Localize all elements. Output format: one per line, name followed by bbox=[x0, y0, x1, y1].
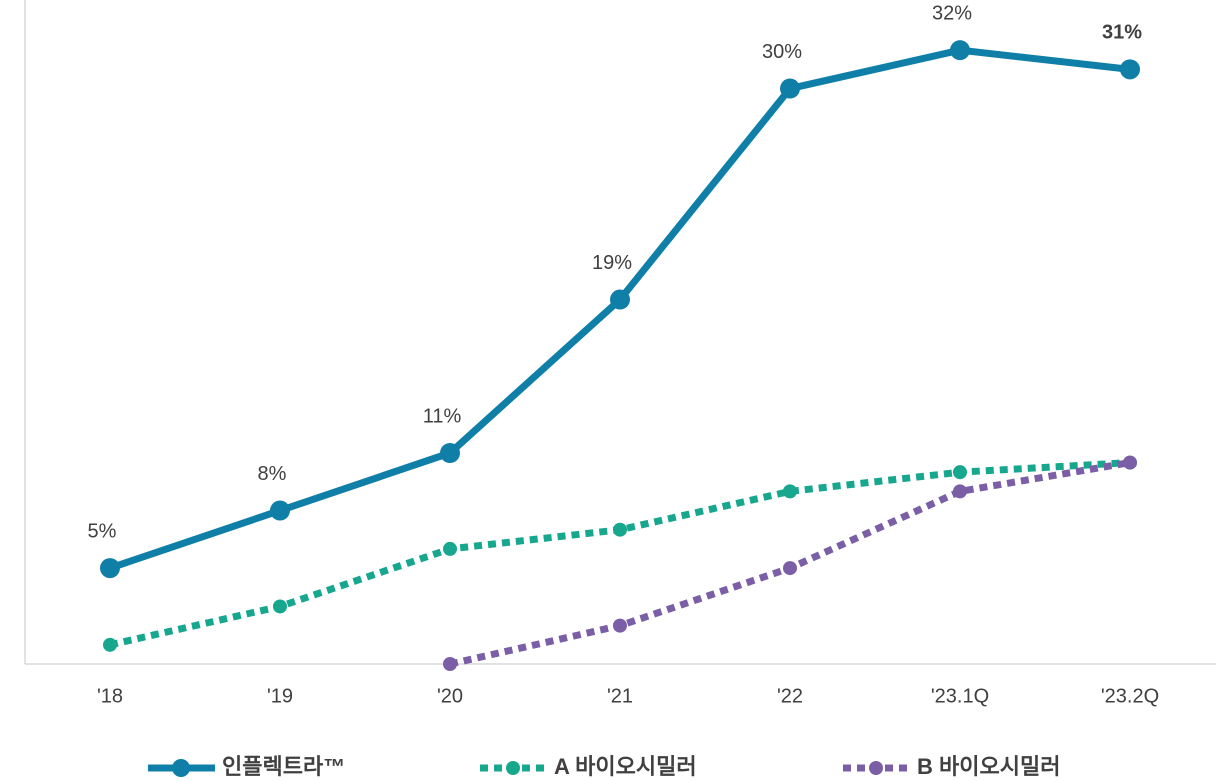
legend-label: A 바이오시밀러 bbox=[554, 754, 697, 779]
data-point bbox=[1123, 455, 1137, 470]
data-point bbox=[100, 558, 120, 579]
data-point bbox=[440, 443, 460, 463]
data-point bbox=[273, 599, 287, 614]
data-label: 19% bbox=[592, 252, 632, 274]
data-point bbox=[1120, 59, 1140, 80]
legend-marker bbox=[172, 759, 190, 777]
x-tick-label: '22 bbox=[777, 685, 803, 707]
data-point bbox=[783, 561, 797, 576]
data-point bbox=[950, 40, 970, 61]
data-label: 31% bbox=[1102, 22, 1142, 44]
legend-marker bbox=[506, 761, 520, 775]
data-point bbox=[270, 500, 290, 521]
data-point bbox=[780, 78, 800, 99]
x-tick-label: '21 bbox=[607, 685, 633, 707]
data-point bbox=[953, 465, 967, 480]
data-label: 5% bbox=[88, 520, 117, 542]
x-tick-label: '23.1Q bbox=[931, 685, 989, 707]
x-tick-label: '19 bbox=[267, 685, 293, 707]
series-line bbox=[109, 459, 1131, 649]
data-point bbox=[613, 618, 627, 633]
data-point bbox=[103, 637, 117, 652]
legend-label: 인플렉트라™ bbox=[222, 754, 345, 779]
legend-label: B 바이오시밀러 bbox=[917, 754, 1060, 779]
x-tick-label: '20 bbox=[437, 685, 463, 707]
data-label: 11% bbox=[423, 405, 462, 427]
legend-marker bbox=[869, 761, 883, 775]
data-point bbox=[953, 484, 967, 499]
data-point bbox=[443, 541, 457, 556]
x-tick-label: '18 bbox=[97, 685, 123, 707]
data-label: 30% bbox=[762, 41, 802, 63]
data-label: 8% bbox=[258, 463, 287, 485]
x-tick-label: '23.2Q bbox=[1101, 685, 1159, 707]
data-label: 32% bbox=[932, 2, 972, 24]
data-point bbox=[783, 484, 797, 499]
data-point bbox=[610, 289, 630, 310]
data-point bbox=[613, 522, 627, 537]
data-point bbox=[443, 657, 457, 671]
